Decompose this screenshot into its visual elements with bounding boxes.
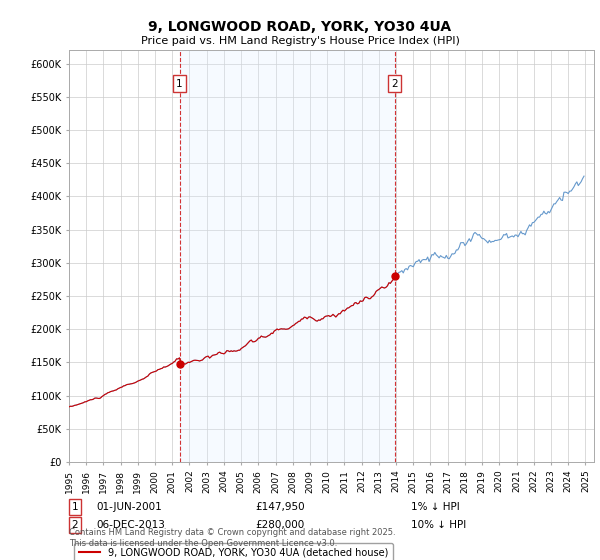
Text: Price paid vs. HM Land Registry's House Price Index (HPI): Price paid vs. HM Land Registry's House …: [140, 36, 460, 46]
Text: £147,950: £147,950: [255, 502, 305, 512]
Text: 1: 1: [71, 502, 79, 512]
Legend: 9, LONGWOOD ROAD, YORK, YO30 4UA (detached house), HPI: Average price, detached : 9, LONGWOOD ROAD, YORK, YO30 4UA (detach…: [74, 543, 393, 560]
Text: 1% ↓ HPI: 1% ↓ HPI: [411, 502, 460, 512]
Text: Contains HM Land Registry data © Crown copyright and database right 2025.
This d: Contains HM Land Registry data © Crown c…: [69, 528, 395, 548]
Text: £280,000: £280,000: [255, 520, 304, 530]
Text: 10% ↓ HPI: 10% ↓ HPI: [411, 520, 466, 530]
Text: 9, LONGWOOD ROAD, YORK, YO30 4UA: 9, LONGWOOD ROAD, YORK, YO30 4UA: [148, 20, 452, 34]
Text: 01-JUN-2001: 01-JUN-2001: [96, 502, 162, 512]
Bar: [179, 50, 395, 462]
Text: 2: 2: [71, 520, 79, 530]
Text: 2: 2: [391, 78, 398, 88]
Text: 1: 1: [176, 78, 183, 88]
Text: 06-DEC-2013: 06-DEC-2013: [96, 520, 165, 530]
